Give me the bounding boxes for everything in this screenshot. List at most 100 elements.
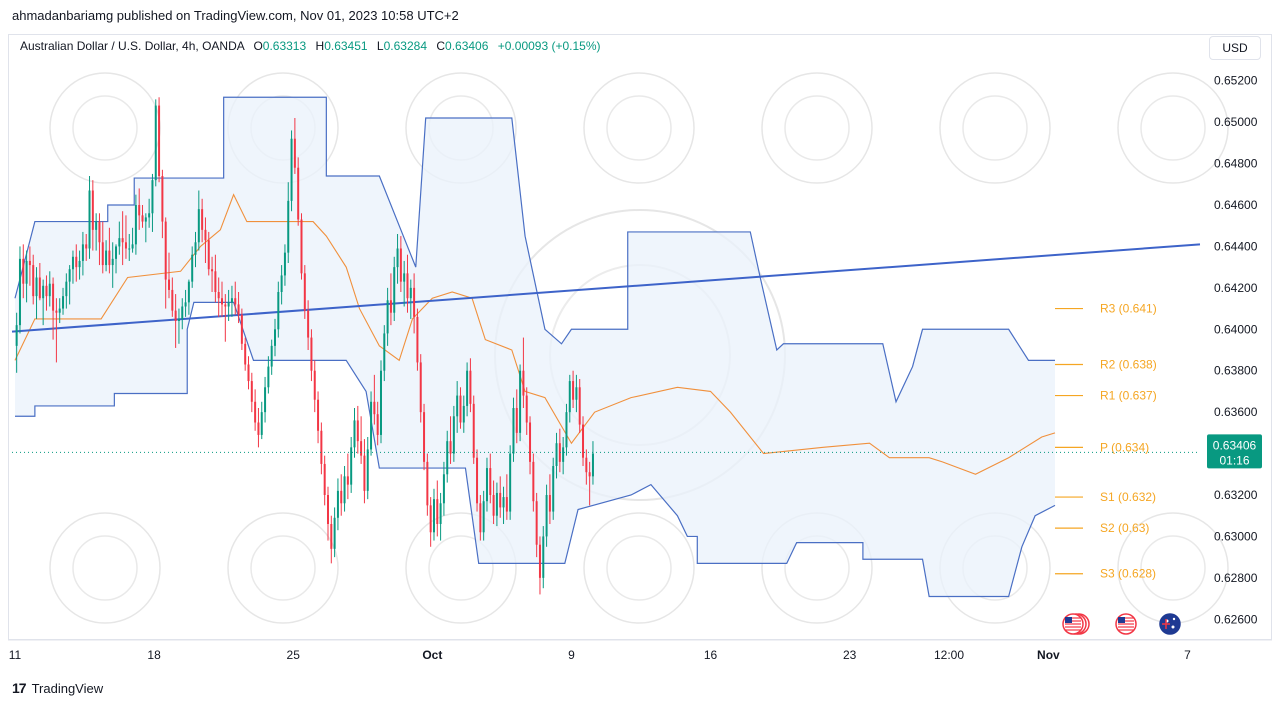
candle-body bbox=[376, 414, 379, 435]
time-tick-label: 23 bbox=[843, 648, 857, 662]
low-value: 0.63284 bbox=[383, 39, 427, 53]
candle-body bbox=[485, 468, 488, 502]
candle-body bbox=[184, 302, 187, 307]
candle-body bbox=[452, 416, 455, 454]
pivot-label: R1 (0.637) bbox=[1100, 389, 1157, 403]
candle-body bbox=[138, 205, 141, 216]
candle-body bbox=[148, 213, 151, 218]
candle-body bbox=[91, 190, 94, 230]
time-tick-label: 25 bbox=[287, 648, 301, 662]
symbol-name[interactable]: Australian Dollar / U.S. Dollar, 4h, OAN… bbox=[20, 39, 245, 53]
candle-body bbox=[432, 499, 435, 533]
candle-body bbox=[519, 370, 522, 433]
candle-body bbox=[164, 221, 167, 280]
us-flag-event-icon[interactable] bbox=[1115, 613, 1137, 635]
candle-body bbox=[214, 271, 217, 292]
price-tick-label: 0.65000 bbox=[1214, 115, 1258, 129]
price-tick-label: 0.65200 bbox=[1214, 74, 1258, 88]
candle-body bbox=[456, 395, 459, 417]
candle-body bbox=[562, 447, 565, 462]
footer: 17 TradingView bbox=[12, 680, 103, 696]
candle-body bbox=[48, 283, 51, 297]
candle-body bbox=[346, 476, 349, 485]
price-tag-countdown: 01:16 bbox=[1219, 453, 1249, 467]
candle-body bbox=[409, 287, 412, 299]
candle-body bbox=[277, 292, 280, 330]
candle-body bbox=[353, 420, 356, 448]
candle-body bbox=[38, 277, 41, 299]
candle-body bbox=[429, 505, 432, 533]
tradingview-logo-icon[interactable]: 17 bbox=[12, 680, 27, 696]
candle-body bbox=[267, 366, 270, 388]
candle-body bbox=[502, 497, 505, 508]
currency-button[interactable]: USD bbox=[1209, 36, 1261, 60]
candle-body bbox=[131, 244, 134, 249]
candle-body bbox=[333, 517, 336, 549]
candles bbox=[15, 97, 594, 595]
watermark-ring-icon bbox=[428, 535, 494, 601]
candle-body bbox=[158, 105, 161, 176]
watermark-ring-icon bbox=[761, 72, 873, 184]
candle-body bbox=[283, 252, 286, 276]
candle-body bbox=[250, 381, 253, 402]
candle-body bbox=[489, 468, 492, 495]
candle-body bbox=[211, 269, 214, 272]
candle-body bbox=[224, 304, 227, 307]
candle-body bbox=[85, 244, 88, 249]
candle-body bbox=[340, 490, 343, 504]
price-channel bbox=[14, 96, 1056, 598]
candle-body bbox=[442, 474, 445, 504]
candle-body bbox=[396, 248, 399, 268]
candle-body bbox=[121, 238, 124, 243]
candle-body bbox=[542, 536, 545, 578]
candle-body bbox=[509, 453, 512, 512]
pivot-levels: R3 (0.641) R2 (0.638) R1 (0.637) P (0.634) S… bbox=[1055, 302, 1157, 581]
price-tick-label: 0.63600 bbox=[1214, 405, 1258, 419]
price-tick-label: 0.64400 bbox=[1214, 239, 1258, 253]
change-value: +0.00093 (+0.15%) bbox=[497, 39, 601, 53]
watermark-ring-icon bbox=[1117, 72, 1229, 184]
candle-body bbox=[161, 176, 164, 222]
watermark-ring-icon bbox=[405, 512, 517, 624]
time-axis[interactable]: 11 18 25 Oct 9 16 23 12:00 Nov 7 bbox=[8, 639, 1272, 662]
candle-body bbox=[313, 370, 316, 400]
candle-body bbox=[141, 215, 144, 222]
price-axis[interactable]: 0.65200 0.65000 0.64800 0.64600 0.64400 0.642… bbox=[1214, 74, 1258, 627]
candle-body bbox=[177, 318, 180, 321]
australia-flag-event-icon[interactable] bbox=[1159, 613, 1181, 635]
candle-body bbox=[98, 221, 101, 243]
price-tag-value: 0.63406 bbox=[1213, 438, 1257, 452]
time-tick-label: 18 bbox=[147, 648, 161, 662]
candle-body bbox=[386, 300, 389, 334]
trend-line[interactable] bbox=[11, 243, 1201, 333]
time-tick-label: 11 bbox=[9, 648, 22, 662]
candle-body bbox=[558, 443, 561, 462]
candle-body bbox=[244, 343, 247, 365]
candle-body bbox=[538, 544, 541, 578]
candle-body bbox=[323, 463, 326, 495]
candle-body bbox=[71, 256, 74, 270]
us-flag-event-icon[interactable] bbox=[1062, 613, 1090, 635]
candle-body bbox=[515, 408, 518, 433]
pivot-label: S3 (0.628) bbox=[1100, 567, 1156, 581]
candle-body bbox=[393, 267, 396, 313]
watermark-ring-icon bbox=[72, 95, 138, 161]
candle-body bbox=[111, 258, 114, 266]
candle-body bbox=[55, 310, 58, 313]
candle-body bbox=[207, 240, 210, 270]
candle-body bbox=[128, 248, 131, 250]
watermark-ring-icon bbox=[72, 535, 138, 601]
price-tick-label: 0.64800 bbox=[1214, 157, 1258, 171]
tradingview-brand[interactable]: TradingView bbox=[31, 680, 104, 696]
candle-body bbox=[482, 501, 485, 533]
high-value: 0.63451 bbox=[324, 39, 368, 53]
candle-body bbox=[512, 408, 515, 454]
watermark-ring-icon bbox=[583, 512, 695, 624]
candle-body bbox=[459, 395, 462, 423]
candle-body bbox=[389, 300, 392, 313]
candle-body bbox=[240, 314, 243, 344]
candle-body bbox=[15, 325, 18, 346]
economic-events[interactable] bbox=[1062, 613, 1181, 635]
watermark-ring-icon bbox=[227, 512, 339, 624]
